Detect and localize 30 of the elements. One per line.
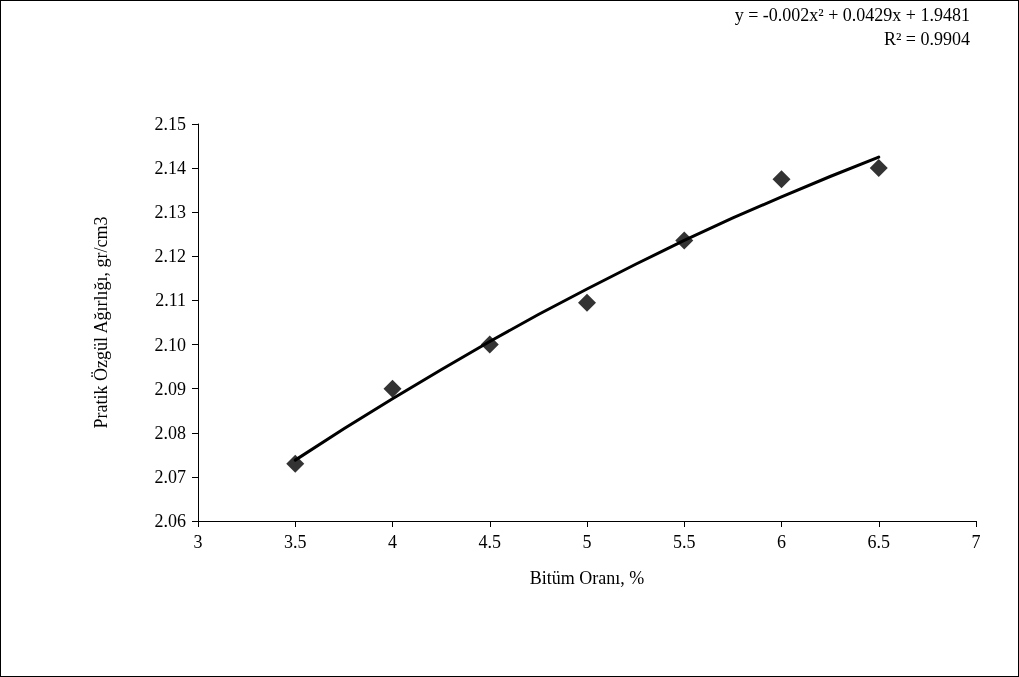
y-tick-label: 2.09 [154,378,186,399]
x-tick-label: 5 [582,532,592,552]
x-tick-label: 5.5 [673,532,696,552]
x-tick-label: 6 [777,532,786,552]
text: y = -0.002x² + 0.0429x + 1.9481 [734,5,971,25]
point [869,159,888,178]
point [578,293,596,312]
y-tick-label: 2.07 [154,466,186,487]
y-tick-label: 2.10 [154,334,186,355]
y-tick-label: 2.13 [154,202,186,223]
y-tick-label: 2.14 [154,158,186,179]
point [383,379,402,398]
y-tick-label: 2.08 [154,422,186,443]
y-tick-label: 2.06 [154,511,186,531]
x-axis-title: Bitüm Oranı, % [529,568,645,588]
x-tick-label: 4.5 [478,532,501,552]
x-tick-label: 4 [388,532,397,552]
y-axis-title: Pratik Özgül Ağırlığı, gr/cm3 [91,216,111,429]
x-tick-label: 3.5 [284,532,307,552]
point [772,170,791,189]
y-tick-label: 2.15 [154,114,186,134]
x-tick-label: 7 [971,532,981,552]
text: R² = 0.9904 [883,29,970,49]
point [675,231,694,250]
point [480,335,499,354]
x-tick-label: 3 [193,532,203,552]
y-tick-label: 2.11 [155,290,186,311]
x-tick-label: 6.5 [867,532,890,552]
y-tick-label: 2.12 [154,246,186,267]
point [286,454,305,473]
